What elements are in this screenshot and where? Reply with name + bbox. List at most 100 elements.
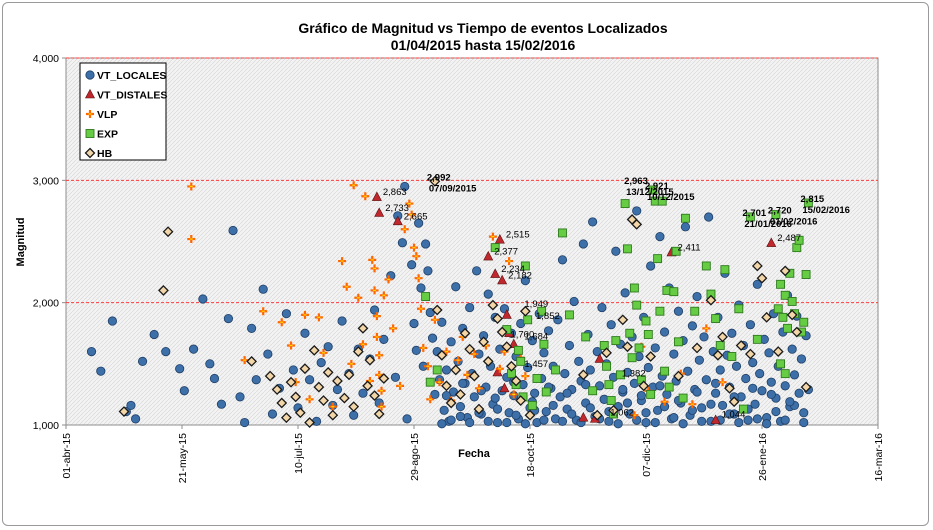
data-point-triangle <box>594 353 605 363</box>
legend-item-vlp: VLP <box>86 109 117 121</box>
data-point-diamond <box>705 294 717 306</box>
data-point-diamond <box>791 326 803 338</box>
data-point-diamond <box>271 384 283 395</box>
data-point-circle <box>258 284 268 294</box>
data-point-diamond <box>608 404 619 416</box>
legend-item-exp: EXP <box>85 129 118 141</box>
data-point-diamond <box>751 260 763 272</box>
data-point-square <box>523 315 533 325</box>
data-point-circle <box>281 309 291 319</box>
series-hb <box>118 175 812 428</box>
data-point-circle <box>451 282 461 292</box>
data-point-circle <box>379 334 389 344</box>
data-point-circle <box>611 246 621 256</box>
data-point-diamond <box>515 395 527 406</box>
data-point-square <box>674 337 683 347</box>
data-point-diamond <box>473 403 485 415</box>
data-point-square <box>671 246 681 256</box>
data-point-square <box>551 365 560 375</box>
data-point-circle <box>390 372 401 382</box>
data-point-circle <box>636 391 646 401</box>
data-point-circle <box>137 356 148 366</box>
data-annotation: 2,234 <box>501 264 525 275</box>
data-point-diamond <box>617 314 629 326</box>
data-point-square <box>532 374 542 383</box>
data-point-square <box>655 306 665 316</box>
data-annotation: 2,963 <box>624 176 648 187</box>
data-point-triangle <box>766 237 777 247</box>
data-point-diamond <box>510 375 522 387</box>
data-point-circle <box>727 328 737 338</box>
data-point-diamond <box>487 299 499 311</box>
data-point-circle <box>592 346 602 357</box>
data-point-square <box>622 244 632 254</box>
data-point-diamond <box>454 388 466 400</box>
data-point-diamond <box>445 397 457 409</box>
data-point-circle <box>402 414 412 424</box>
data-annotation: 1,457 <box>524 359 548 370</box>
data-point-circle <box>748 383 758 393</box>
data-point-circle <box>483 416 493 426</box>
data-point-circle <box>539 415 549 425</box>
data-point-circle <box>439 405 449 415</box>
data-point-circle <box>669 413 679 423</box>
data-point-square <box>787 296 797 306</box>
data-point-square <box>690 306 700 316</box>
data-point-diamond <box>285 376 297 388</box>
data-annotation: 01/02/2016 <box>770 217 818 228</box>
data-point-circle <box>472 266 482 276</box>
data-point-circle <box>490 393 500 403</box>
y-tick-label: 3,000 <box>33 175 59 187</box>
data-point-diamond <box>459 327 471 339</box>
data-point-diamond <box>364 354 376 366</box>
data-point-circle <box>731 361 742 371</box>
data-point-square <box>734 304 744 314</box>
data-point-circle <box>585 365 595 375</box>
data-point-diamond <box>299 363 311 375</box>
data-point-diamond <box>327 409 339 421</box>
data-point-circle <box>455 411 465 422</box>
data-point-circle <box>427 333 438 343</box>
data-point-circle <box>530 388 540 398</box>
data-point-circle <box>247 323 257 333</box>
data-point-circle <box>787 344 797 354</box>
legend-item-vt-locales: VT_LOCALES <box>85 70 166 82</box>
data-point-circle <box>337 316 347 326</box>
legend-marker-diamond <box>84 147 96 159</box>
legend-item-hb: HB <box>84 147 113 160</box>
data-point-diamond <box>318 395 329 406</box>
data-point-circle <box>578 239 588 249</box>
data-point-square <box>648 185 658 195</box>
data-point-square <box>773 304 783 314</box>
legend-item-vt-distales: VT_DISTALES <box>85 88 167 102</box>
data-point-circle <box>794 388 804 398</box>
data-point-square <box>794 235 804 245</box>
data-point-circle <box>175 364 185 374</box>
x-tick-label: 10-jul-15 <box>293 433 305 474</box>
data-point-diamond <box>362 380 374 392</box>
data-point-square <box>643 330 653 339</box>
data-point-circle <box>240 417 250 428</box>
x-tick-label: 16-mar-16 <box>873 433 885 482</box>
data-point-circle <box>437 317 447 327</box>
data-point-circle <box>655 381 665 391</box>
data-point-diamond <box>468 370 480 382</box>
data-point-circle <box>107 316 118 326</box>
data-point-circle <box>692 291 702 302</box>
data-point-circle <box>641 408 651 418</box>
data-point-diamond <box>645 351 657 362</box>
data-point-square <box>537 306 547 316</box>
data-point-circle <box>581 380 591 390</box>
data-point-circle <box>520 419 530 429</box>
data-point-triangle <box>578 412 589 422</box>
y-tick-label: 1,000 <box>33 420 59 432</box>
data-annotation: 15/02/2016 <box>802 205 850 216</box>
data-point-circle <box>458 378 468 389</box>
data-annotation: 2,863 <box>383 187 407 198</box>
data-point-circle <box>597 302 607 313</box>
data-point-square <box>527 400 537 410</box>
data-point-diamond <box>691 342 703 354</box>
data-point-circle <box>743 415 753 425</box>
data-point-circle <box>620 288 630 298</box>
data-point-circle <box>704 212 714 222</box>
